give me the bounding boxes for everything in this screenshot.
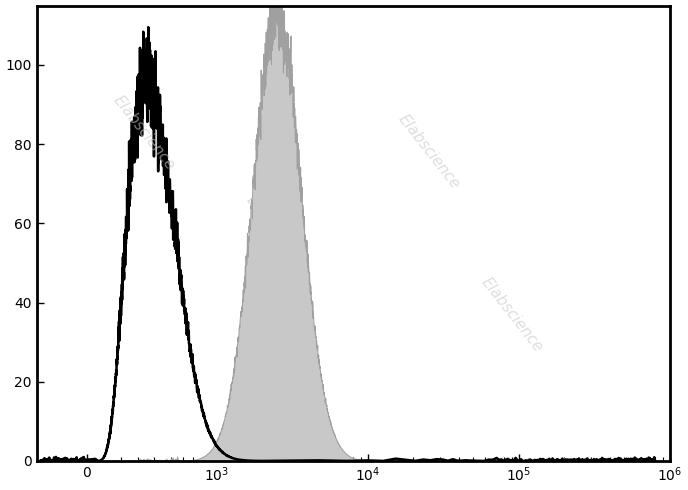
Text: Elabscience: Elabscience [396,111,463,192]
Text: Elabscience: Elabscience [111,93,178,173]
Text: Elabscience: Elabscience [244,193,311,273]
Text: Elabscience: Elabscience [478,275,545,355]
